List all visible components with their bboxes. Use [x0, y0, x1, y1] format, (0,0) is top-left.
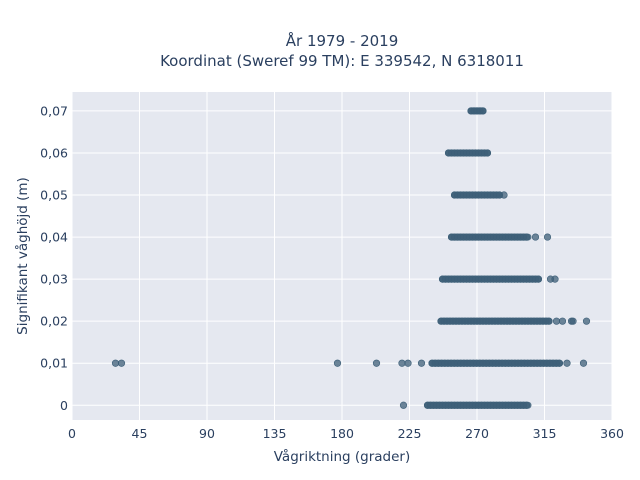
- data-point: [563, 359, 571, 367]
- chart-title-line-1: År 1979 - 2019: [286, 31, 399, 50]
- data-point: [333, 359, 342, 367]
- x-tick-label: 180: [330, 426, 354, 441]
- y-tick-label: 0,02: [40, 314, 68, 329]
- data-points: [111, 107, 591, 409]
- data-point: [551, 275, 559, 283]
- data-point: [543, 233, 552, 241]
- y-tick-label: 0,05: [40, 188, 68, 203]
- data-point: [479, 107, 487, 115]
- data-point: [398, 359, 406, 367]
- x-tick-label: 90: [199, 426, 215, 441]
- data-point: [522, 233, 531, 241]
- chart-title-line-2: Koordinat (Sweref 99 TM): E 339542, N 63…: [160, 52, 524, 70]
- data-point: [417, 359, 426, 367]
- data-point: [522, 401, 531, 409]
- x-tick-label: 360: [600, 426, 624, 441]
- x-tick-label: 45: [132, 426, 148, 441]
- x-tick-label: 0: [68, 426, 76, 441]
- data-point: [404, 359, 412, 367]
- y-tick-label: 0,04: [40, 230, 68, 245]
- data-point: [372, 359, 381, 367]
- y-axis-title: Signifikant våghöjd (m): [14, 177, 31, 335]
- data-point: [582, 317, 591, 325]
- data-point: [500, 191, 508, 199]
- data-point: [111, 359, 120, 367]
- data-point: [534, 275, 543, 283]
- y-tick-label: 0,03: [40, 272, 68, 287]
- x-tick-label: 270: [465, 426, 489, 441]
- y-tick-label: 0,07: [40, 103, 68, 118]
- y-tick-label: 0: [60, 398, 68, 413]
- data-point: [569, 317, 577, 325]
- x-axis-ticks: 0 45 90 135 180 225 270 315 360: [68, 426, 624, 441]
- data-point: [117, 359, 126, 367]
- y-tick-label: 0,01: [40, 356, 68, 371]
- y-axis-ticks: 0 0,01 0,02 0,03 0,04 0,05 0,06 0,07: [40, 103, 68, 412]
- x-tick-label: 135: [263, 426, 287, 441]
- data-point: [558, 317, 567, 325]
- data-point: [552, 317, 561, 325]
- data-point: [555, 359, 564, 367]
- data-point: [545, 317, 553, 325]
- data-point: [399, 401, 408, 409]
- data-point: [531, 233, 540, 241]
- data-point: [483, 149, 492, 157]
- x-axis-title: Vågriktning (grader): [274, 448, 411, 465]
- data-point: [579, 359, 588, 367]
- x-tick-label: 315: [533, 426, 557, 441]
- x-tick-label: 225: [398, 426, 422, 441]
- y-tick-label: 0,06: [40, 145, 68, 160]
